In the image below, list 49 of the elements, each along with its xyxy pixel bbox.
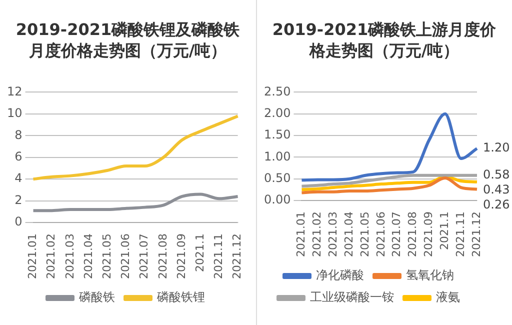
- x-tick-label: 2021.08: [406, 212, 419, 258]
- y-tick-label: 10: [6, 106, 22, 120]
- x-tick-label: 2021.03: [63, 234, 76, 280]
- x-tick-label: 2021.07: [390, 212, 403, 258]
- chart-title: 2019-2021磷酸铁上游月度价格走势图（万元/吨）: [271, 19, 498, 62]
- data-label: 0.58: [482, 168, 510, 182]
- y-tick-label: 6: [14, 149, 22, 164]
- y-tick-label: 0: [14, 214, 22, 229]
- y-tick-label: 2.00: [264, 106, 290, 120]
- y-tick-label: 2.50: [264, 84, 290, 98]
- x-tick-label: 2021.05: [358, 212, 371, 258]
- data-label: 1.20: [482, 140, 510, 155]
- x-tick-label: 2021.02: [310, 212, 324, 258]
- legend-label: 液氨: [436, 290, 460, 304]
- x-tick-label: 2021.12: [230, 234, 244, 280]
- x-tick-label: 2021.02: [44, 234, 58, 280]
- x-tick-label: 2021.01: [294, 212, 308, 258]
- legend-label: 氢氧化钠: [406, 268, 454, 282]
- chart-title: 2019-2021磷酸铁锂及磷酸铁月度价格走势图（万元/吨）: [14, 19, 241, 62]
- x-tick-label: 2021.08: [156, 234, 170, 280]
- x-tick-label: 2021.05: [100, 234, 114, 280]
- y-tick-label: 12: [6, 84, 22, 98]
- x-tick-label: 2021.1: [437, 212, 450, 250]
- data-label: 0.26: [482, 198, 510, 212]
- legend-label: 磷酸铁锂: [156, 290, 205, 304]
- x-tick-label: 2021.07: [138, 234, 151, 280]
- x-tick-label: 2021.01: [26, 234, 40, 280]
- y-tick-label: 0.00: [264, 192, 290, 207]
- legend-label: 工业级磷酸一铵: [310, 290, 394, 304]
- x-tick-label: 2021.06: [119, 234, 132, 280]
- x-tick-label: 2021.12: [469, 212, 482, 258]
- y-tick-label: 8: [14, 128, 22, 142]
- y-tick-label: 0.50: [264, 170, 290, 185]
- x-tick-label: 2021.04: [82, 234, 95, 280]
- x-tick-label: 2021.06: [374, 212, 387, 258]
- x-tick-label: 2021.09: [174, 234, 188, 280]
- x-tick-label: 2021.04: [342, 212, 355, 258]
- y-tick-label: 4: [14, 171, 22, 186]
- x-tick-label: 2021.11: [453, 212, 466, 258]
- legend-label: 净化磷酸: [316, 268, 364, 282]
- y-tick-label: 2: [14, 192, 22, 207]
- y-tick-label: 1.50: [264, 128, 290, 142]
- y-tick-label: 1.00: [264, 149, 290, 164]
- x-tick-label: 2021.03: [326, 212, 339, 258]
- x-tick-label: 2021.09: [422, 212, 435, 258]
- x-tick-label: 2021.11: [212, 234, 226, 280]
- legend-label: 磷酸铁: [78, 290, 115, 304]
- data-label: 0.43: [482, 182, 510, 197]
- x-tick-label: 2021.1: [193, 234, 206, 272]
